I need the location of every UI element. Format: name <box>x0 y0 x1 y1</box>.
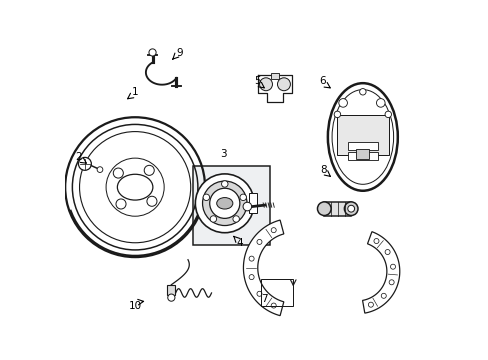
Polygon shape <box>243 220 283 316</box>
Circle shape <box>344 202 357 216</box>
Text: 6: 6 <box>319 76 325 86</box>
Circle shape <box>385 249 389 255</box>
Bar <box>347 152 377 160</box>
Circle shape <box>113 168 123 178</box>
Bar <box>192 166 269 244</box>
Circle shape <box>256 239 262 244</box>
Circle shape <box>149 49 156 56</box>
Bar <box>270 73 279 78</box>
Text: 4: 4 <box>236 238 243 248</box>
Circle shape <box>271 228 276 233</box>
Circle shape <box>338 99 346 107</box>
Text: 9: 9 <box>176 48 182 58</box>
Bar <box>167 285 175 296</box>
Text: 7: 7 <box>261 294 267 304</box>
Text: 1: 1 <box>132 87 138 97</box>
Circle shape <box>232 216 239 222</box>
Circle shape <box>248 256 254 261</box>
Circle shape <box>390 264 395 269</box>
Circle shape <box>195 174 254 233</box>
Circle shape <box>277 78 290 91</box>
Circle shape <box>367 302 373 307</box>
Circle shape <box>359 89 366 95</box>
Circle shape <box>97 167 102 172</box>
Polygon shape <box>257 75 292 102</box>
Circle shape <box>248 275 254 280</box>
Circle shape <box>271 303 276 308</box>
Ellipse shape <box>349 120 375 140</box>
Ellipse shape <box>327 83 397 191</box>
Text: 8: 8 <box>320 165 326 175</box>
Circle shape <box>347 205 354 212</box>
Circle shape <box>384 111 391 118</box>
Text: 10: 10 <box>128 301 142 311</box>
Circle shape <box>240 194 246 201</box>
Circle shape <box>202 181 246 226</box>
Circle shape <box>209 188 239 219</box>
Ellipse shape <box>117 174 153 200</box>
Circle shape <box>333 111 340 118</box>
Bar <box>336 116 388 155</box>
Circle shape <box>259 78 272 91</box>
Ellipse shape <box>216 198 232 209</box>
Bar <box>249 193 257 213</box>
Circle shape <box>210 216 216 222</box>
Bar <box>260 279 292 306</box>
Circle shape <box>376 99 384 107</box>
Text: 5: 5 <box>253 76 260 86</box>
Circle shape <box>256 291 262 296</box>
Circle shape <box>116 199 126 209</box>
Circle shape <box>221 181 227 187</box>
Circle shape <box>146 196 157 206</box>
Circle shape <box>317 202 330 216</box>
Text: 3: 3 <box>219 149 226 159</box>
Circle shape <box>167 294 175 301</box>
Polygon shape <box>362 232 399 313</box>
Text: 2: 2 <box>75 152 82 162</box>
Bar <box>347 141 377 149</box>
Circle shape <box>381 293 386 298</box>
Circle shape <box>373 239 378 244</box>
Circle shape <box>388 280 393 285</box>
Circle shape <box>243 202 251 211</box>
Circle shape <box>203 194 209 201</box>
Bar <box>324 202 350 216</box>
Circle shape <box>78 157 91 170</box>
Bar <box>356 149 368 159</box>
Circle shape <box>144 165 154 175</box>
